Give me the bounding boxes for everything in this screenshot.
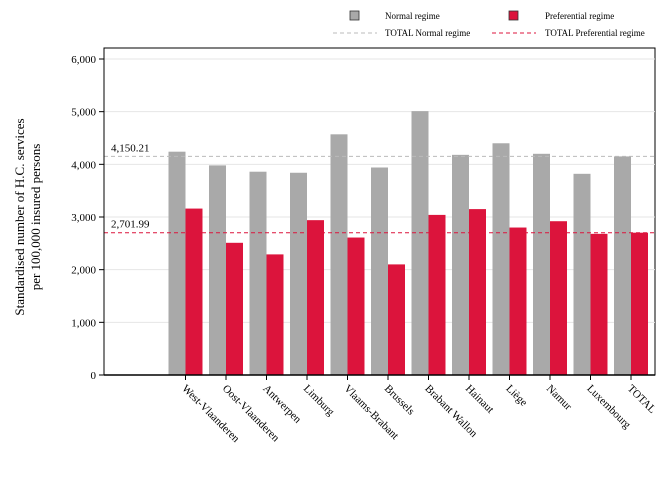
x-tick-label: Liège [503, 383, 529, 409]
legend-swatch-preferential [508, 10, 519, 21]
bar-normal-regime [573, 173, 591, 375]
bar-preferential-regime [550, 221, 567, 375]
reference-label-total-normal: 4,150.21 [111, 142, 150, 154]
bar-preferential-regime [226, 242, 243, 375]
y-tick-label: 5,000 [71, 107, 96, 119]
bar-normal-regime [371, 167, 388, 375]
bar-normal-regime [290, 172, 307, 375]
legend-label-preferential: Preferential regime [545, 11, 614, 21]
legend-label-normal: Normal regime [385, 11, 440, 21]
bar-preferential-regime [185, 208, 203, 375]
axes: 01,0002,0003,0004,0005,0006,000West-Vlaa… [71, 48, 658, 445]
reference-label-total-preferential: 2,701.99 [111, 219, 150, 231]
bar-normal-regime [209, 165, 226, 375]
x-tick-label: Limburg [301, 383, 337, 419]
legend-swatch-normal [349, 10, 360, 21]
bar-preferential-regime [388, 264, 405, 375]
bar-normal-regime [249, 171, 267, 375]
bar-preferential-regime [509, 227, 527, 375]
bars [168, 111, 648, 375]
x-tick-label: TOTAL [625, 383, 658, 416]
bar-normal-regime [168, 151, 186, 375]
legend: Normal regime Preferential regime TOTAL … [333, 10, 645, 38]
bar-preferential-regime [266, 254, 284, 375]
bar-preferential-regime [307, 220, 324, 375]
y-tick-label: 3,000 [71, 212, 96, 224]
bar-normal-regime [411, 111, 429, 375]
y-axis-title-line2: per 100,000 insured persons [28, 144, 43, 291]
x-tick-label: Hainaut [463, 383, 496, 416]
bar-preferential-regime [347, 237, 365, 375]
x-tick-label: Brussels [382, 383, 417, 418]
bar-normal-regime [330, 134, 348, 375]
bar-normal-regime [614, 156, 631, 375]
bar-preferential-regime [631, 232, 648, 375]
bar-normal-regime [533, 153, 550, 375]
y-tick-label: 4,000 [71, 159, 96, 171]
x-tick-label: Antwerpen [260, 383, 303, 426]
y-tick-label: 0 [91, 370, 97, 382]
legend-label-total-normal: TOTAL Normal regime [385, 28, 470, 38]
bar-preferential-regime [590, 233, 608, 375]
y-axis-title-line1: Standardised number of H.C. services [12, 118, 27, 315]
bar-preferential-regime [469, 209, 486, 375]
bar-normal-regime [452, 154, 469, 375]
bar-normal-regime [492, 143, 510, 375]
legend-label-total-preferential: TOTAL Preferential regime [545, 28, 645, 38]
y-tick-label: 2,000 [71, 265, 96, 277]
y-tick-label: 6,000 [71, 54, 96, 66]
bar-preferential-regime [428, 214, 446, 375]
x-tick-label: Namur [544, 383, 574, 413]
reference-lines: 4,150.21 2,701.99 [104, 142, 655, 234]
y-tick-label: 1,000 [71, 317, 96, 329]
